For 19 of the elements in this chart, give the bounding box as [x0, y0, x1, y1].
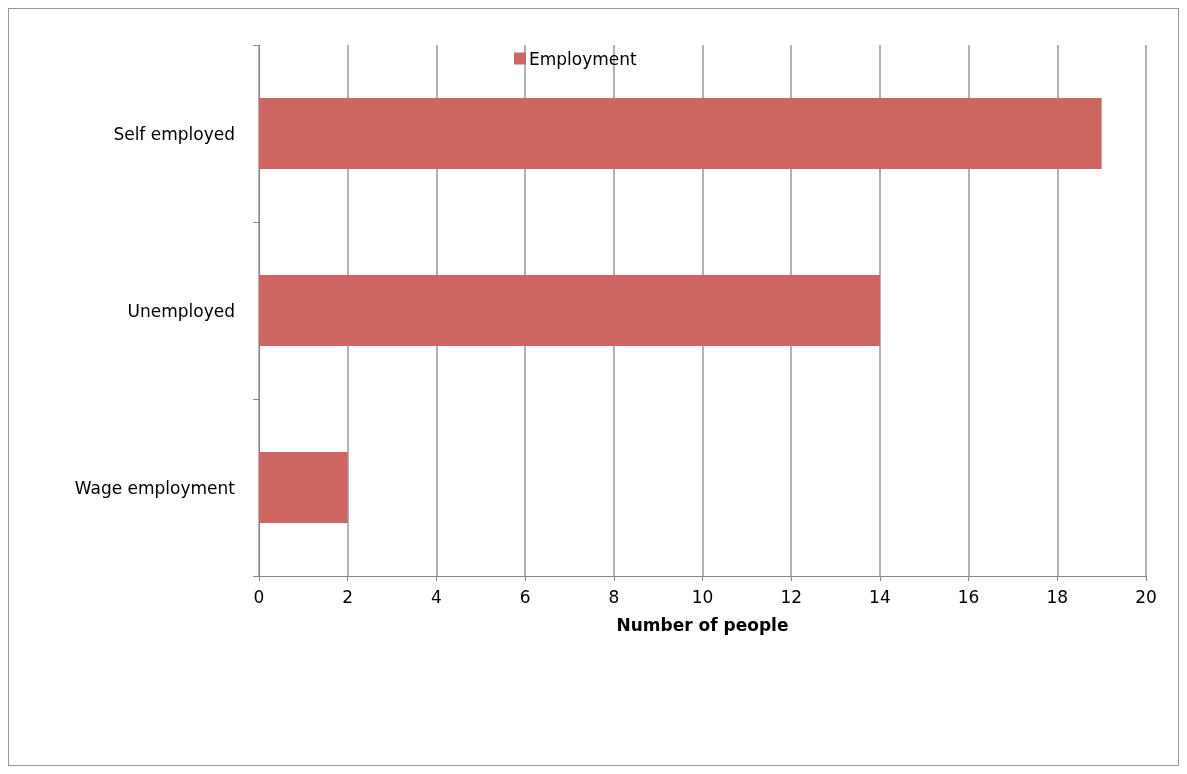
x-tick-label: 0	[253, 586, 265, 607]
y-tick-label: Self employed	[113, 123, 235, 144]
x-tick-label: 2	[342, 586, 354, 607]
x-tick-label: 16	[957, 586, 980, 607]
x-tick-label: 4	[430, 586, 442, 607]
x-tick-label: 10	[691, 586, 714, 607]
x-tick-label: 6	[519, 586, 531, 607]
legend-label: Employment	[529, 48, 638, 69]
y-tick-label: Wage employment	[74, 477, 236, 498]
x-tick-label: 18	[1046, 586, 1069, 607]
x-tick-label: 12	[780, 586, 803, 607]
bar	[259, 98, 1102, 169]
x-tick-label: 20	[1135, 586, 1157, 607]
x-tick-label: 8	[608, 586, 620, 607]
bar	[259, 452, 348, 523]
bar	[259, 275, 880, 346]
y-tick-label: Unemployed	[127, 300, 235, 321]
x-axis-title: Number of people	[616, 614, 789, 635]
x-tick-label: 14	[869, 586, 891, 607]
